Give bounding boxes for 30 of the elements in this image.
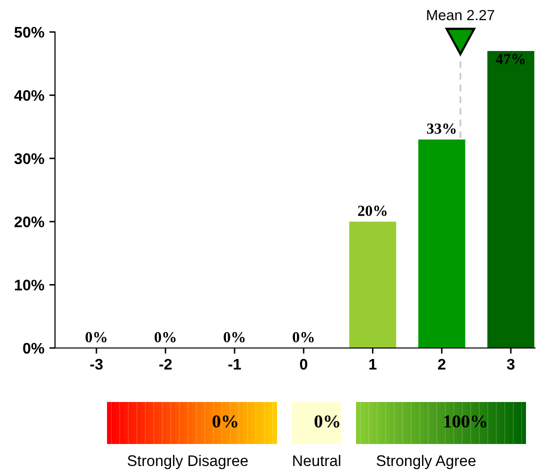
ref-line-label: Mean 2.27 bbox=[427, 10, 494, 20]
data-label: 0% bbox=[292, 332, 314, 342]
y-tick-label: 0% bbox=[23, 342, 44, 354]
text: 100% bbox=[444, 415, 486, 428]
x-tick-label: 2 bbox=[438, 358, 446, 370]
data-label: 47% bbox=[496, 54, 525, 64]
data-label: 0% bbox=[224, 332, 245, 342]
bar bbox=[487, 50, 534, 348]
data-label: 0% bbox=[154, 332, 176, 342]
data-label: 0% bbox=[86, 332, 106, 342]
x-tick-label: -2 bbox=[159, 358, 172, 370]
y-tick-label: 50% bbox=[14, 26, 44, 38]
category-label: Neutral bbox=[293, 454, 340, 466]
text: 0% bbox=[314, 415, 340, 428]
category-label: Strongly Agree bbox=[376, 454, 476, 470]
category-label: Strongly Disagree bbox=[128, 454, 248, 470]
bar bbox=[418, 139, 466, 348]
data-label: 20% bbox=[358, 206, 387, 216]
x-tick-label: 1 bbox=[369, 358, 377, 370]
x-tick-label: 0 bbox=[300, 358, 308, 370]
y-tick-label: 40% bbox=[14, 90, 44, 101]
x-tick-label: -1 bbox=[228, 358, 241, 370]
x-tick-label: -3 bbox=[90, 358, 103, 370]
y-tick-label: 30% bbox=[14, 153, 44, 164]
y-tick-label: 10% bbox=[14, 280, 44, 290]
y-tick-label: 20% bbox=[14, 216, 44, 228]
bar bbox=[349, 222, 396, 348]
data-label: 33% bbox=[427, 124, 456, 134]
x-tick-label: 3 bbox=[506, 358, 515, 370]
text: 0% bbox=[212, 415, 238, 428]
